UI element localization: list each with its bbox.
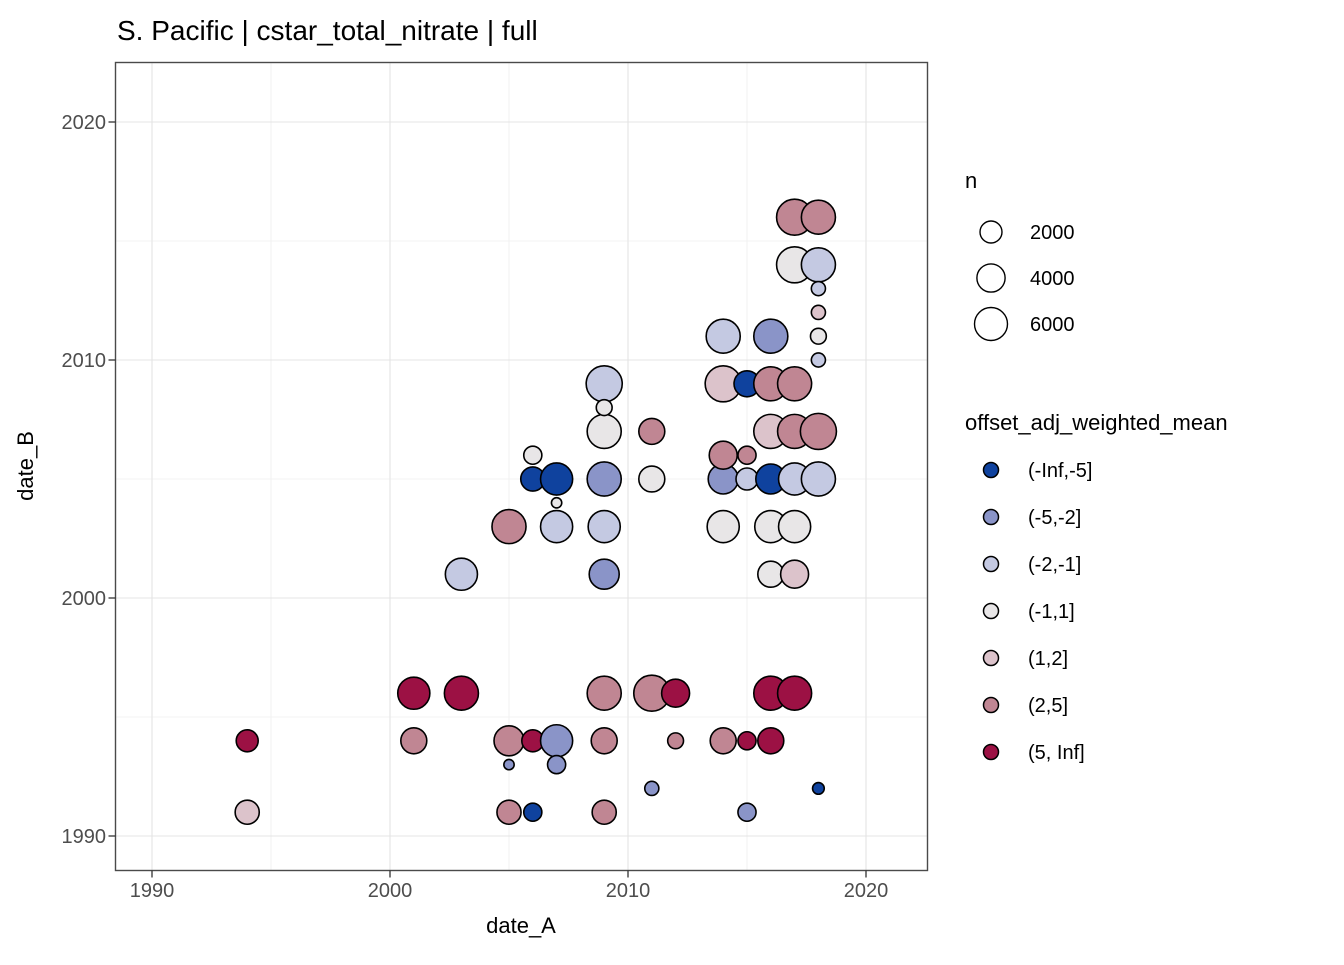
data-point xyxy=(708,440,738,470)
size-legend-key xyxy=(976,263,1006,293)
data-point xyxy=(590,727,618,755)
data-point xyxy=(586,675,623,712)
y-tick-label: 2000 xyxy=(62,588,107,610)
data-point xyxy=(493,725,525,757)
size-legend-title: n xyxy=(965,168,977,193)
data-point xyxy=(735,467,759,491)
data-point xyxy=(809,327,828,345)
y-tick-label: 2010 xyxy=(62,350,107,372)
color-legend-label: (-1,1] xyxy=(1028,601,1075,623)
data-point xyxy=(777,509,812,544)
data-point xyxy=(705,318,742,355)
color-legend-label: (2,5] xyxy=(1028,695,1068,717)
data-point xyxy=(706,509,741,544)
size-legend-key xyxy=(973,306,1009,342)
data-point xyxy=(586,413,623,450)
data-point xyxy=(638,417,666,446)
data-point xyxy=(522,445,543,466)
data-point xyxy=(546,754,567,775)
size-legend-label: 2000 xyxy=(1030,222,1075,244)
data-point xyxy=(800,461,837,497)
panel-border xyxy=(114,61,929,872)
data-point xyxy=(539,509,574,544)
data-point xyxy=(737,445,757,466)
x-axis-title: date_A xyxy=(486,913,556,938)
data-point xyxy=(810,304,827,321)
data-point xyxy=(799,412,838,451)
data-point xyxy=(810,352,827,368)
data-point xyxy=(587,509,622,544)
color-legend-label: (-2,-1] xyxy=(1028,554,1081,576)
data-point xyxy=(800,199,837,236)
color-legend-key xyxy=(982,602,1000,620)
data-point xyxy=(666,732,685,750)
y-tick-label: 1990 xyxy=(62,826,107,848)
x-tick-label: 2020 xyxy=(844,880,889,902)
color-legend-key xyxy=(982,649,1000,667)
color-legend-key xyxy=(982,555,1000,573)
data-point xyxy=(752,318,789,355)
data-point xyxy=(737,730,757,751)
data-point xyxy=(586,461,623,497)
y-axis-title: date_B xyxy=(13,431,38,501)
data-point xyxy=(588,558,620,590)
color-legend-key xyxy=(982,696,1000,714)
data-point xyxy=(591,799,618,826)
data-point xyxy=(776,365,813,402)
data-point xyxy=(585,364,624,403)
data-point xyxy=(595,398,613,417)
data-point xyxy=(800,246,837,283)
data-point xyxy=(550,496,563,509)
size-legend-label: 6000 xyxy=(1030,314,1075,336)
data-point xyxy=(235,729,259,753)
point-layer xyxy=(234,198,838,826)
data-point xyxy=(757,727,785,755)
data-point xyxy=(444,557,479,592)
data-point xyxy=(737,802,757,823)
data-point xyxy=(396,676,431,711)
color-legend-label: (-Inf,-5] xyxy=(1028,460,1092,482)
legend-layer: n 2000 4000 6000 offset_adj_weighted_mean (-I… xyxy=(965,168,1228,764)
data-point xyxy=(709,727,737,755)
data-point xyxy=(522,802,543,823)
data-point xyxy=(779,559,810,589)
color-legend-label: (5, Inf] xyxy=(1028,742,1085,764)
chart-title: S. Pacific | cstar_total_nitrate | full xyxy=(117,15,538,46)
data-point xyxy=(776,675,813,712)
x-tick-label: 1990 xyxy=(130,880,175,902)
color-legend-key xyxy=(982,461,1000,479)
data-point xyxy=(638,465,666,493)
color-legend-key xyxy=(982,508,1000,526)
axis-layer: 1990 2000 2010 2020 1990 2000 2010 2020 xyxy=(62,112,889,902)
data-point xyxy=(660,678,691,708)
data-point xyxy=(234,799,261,826)
data-point xyxy=(400,727,428,755)
color-legend-label: (-5,-2] xyxy=(1028,507,1081,529)
data-point xyxy=(811,781,826,796)
x-tick-label: 2010 xyxy=(606,880,651,902)
data-point xyxy=(443,675,480,712)
data-point xyxy=(491,508,527,545)
data-point xyxy=(810,280,827,297)
x-tick-label: 2000 xyxy=(368,880,413,902)
size-legend-key xyxy=(979,220,1003,244)
data-point xyxy=(643,780,660,797)
color-legend-key xyxy=(982,743,1000,761)
data-point xyxy=(539,462,574,496)
data-point xyxy=(496,799,522,826)
data-point xyxy=(539,723,574,758)
size-legend-label: 4000 xyxy=(1030,268,1075,290)
data-point xyxy=(503,758,515,771)
y-tick-label: 2020 xyxy=(62,112,107,134)
color-legend-title: offset_adj_weighted_mean xyxy=(965,410,1228,435)
color-legend-label: (1,2] xyxy=(1028,648,1068,670)
